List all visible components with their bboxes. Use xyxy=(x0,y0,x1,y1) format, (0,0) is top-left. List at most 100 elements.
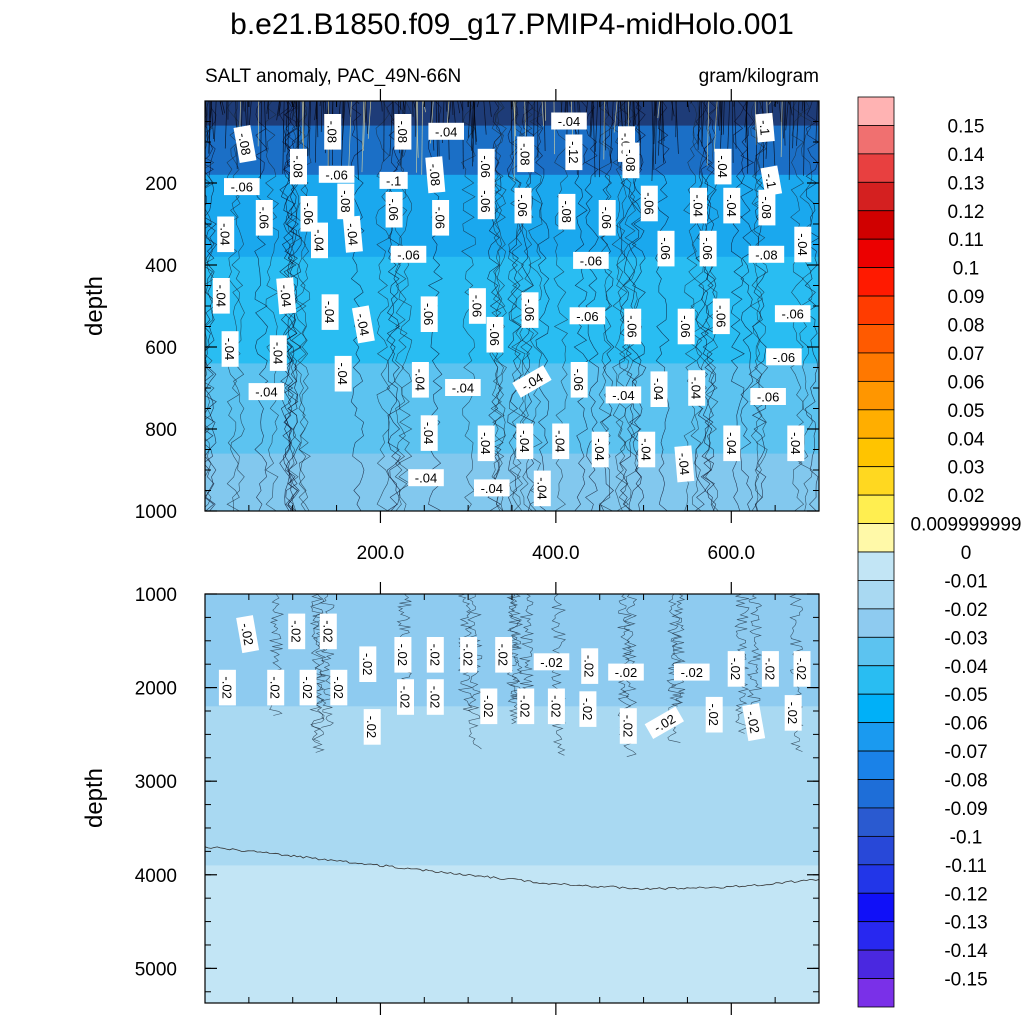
contour-label-box xyxy=(420,296,438,333)
contour-line xyxy=(746,594,763,713)
contour-line xyxy=(671,101,675,117)
contour-label: -.06 xyxy=(390,245,427,263)
contour-line xyxy=(655,101,657,164)
contour-label-box xyxy=(212,277,230,314)
contour-line xyxy=(748,101,763,511)
contour-label-text: -.08 xyxy=(395,121,410,143)
contour-label-text: -.06 xyxy=(469,295,484,317)
contour-line xyxy=(653,101,657,145)
colorbar-label: 0.03 xyxy=(948,458,985,479)
contour-line xyxy=(543,101,546,152)
contour-label-box xyxy=(248,383,285,401)
contour-label-box xyxy=(784,695,802,731)
contour-label: -.02 xyxy=(397,679,414,715)
contour-label: -.06 xyxy=(677,308,695,345)
contour-label: -.02 xyxy=(581,648,599,684)
contour-label-text: -.08 xyxy=(426,163,443,187)
y-tick-label: 5000 xyxy=(135,959,177,980)
contour-line xyxy=(613,101,618,133)
contour-label-text: -.02 xyxy=(615,665,637,680)
contour-line xyxy=(421,101,423,175)
contour-label-text: -.08 xyxy=(759,196,774,218)
contour-label: -.02 xyxy=(784,695,802,731)
contour-label-text: -.06 xyxy=(301,203,316,225)
contour-label-box xyxy=(622,142,640,179)
contour-label-text: -.06 xyxy=(325,167,347,182)
contour-label-box xyxy=(432,200,450,236)
contour-line xyxy=(638,101,642,168)
contour-line xyxy=(381,101,383,112)
contour-line xyxy=(615,101,630,511)
contour-label: -.04 xyxy=(638,431,656,468)
colorbar-box xyxy=(857,466,895,496)
contour-label-text: -.04 xyxy=(689,377,704,399)
contour-label: -.08 xyxy=(394,114,412,150)
contour-label-text: -.06 xyxy=(713,305,728,327)
colorbar: 0.15 0.14 0.13 0.12 0.11 0.1 0.09 0.08 0.07 0.06 0… xyxy=(857,96,1021,1008)
contour-label-box xyxy=(318,165,355,183)
contour-label-box xyxy=(385,191,403,228)
contour-label-text: -.04 xyxy=(452,381,474,396)
contour-label-box xyxy=(477,425,495,462)
contour-label-box xyxy=(774,305,811,323)
colorbar-box xyxy=(857,437,895,468)
x-tick-label: 400.0 xyxy=(532,543,580,564)
chart-title: b.e21.B1850.f09_g17.PMIP4-midHolo.001 xyxy=(230,8,794,41)
contour-label-text: -.04 xyxy=(795,233,810,255)
contour-label-text: -.06 xyxy=(515,194,530,216)
colorbar-label: 0.14 xyxy=(948,145,985,166)
colorbar-box xyxy=(857,864,895,894)
contour-line xyxy=(654,101,656,116)
contour-label-box xyxy=(477,183,495,220)
contour-label-text: -.04 xyxy=(788,432,803,454)
contour-label-text: -.02 xyxy=(289,620,304,642)
contour-label-text: -.06 xyxy=(757,390,779,405)
contour-line xyxy=(457,101,461,114)
contour-line xyxy=(734,101,737,149)
contour-label: -.08 xyxy=(337,183,355,220)
contour-line xyxy=(722,101,725,135)
colorbar-box xyxy=(857,750,895,780)
contour-label-box xyxy=(217,216,235,253)
contour-line xyxy=(347,101,351,117)
contour-line xyxy=(755,101,758,177)
subtitle-right: gram/kilogram xyxy=(699,66,819,87)
contour-label-text: -.04 xyxy=(255,385,277,400)
contour-label-box xyxy=(445,379,481,396)
contour-line xyxy=(469,101,474,162)
contour-line xyxy=(507,101,522,511)
contour-label: -.06 xyxy=(477,183,495,220)
colorbar-label: 0.06 xyxy=(948,372,985,393)
colorbar-box xyxy=(857,352,895,382)
contour-line xyxy=(803,101,806,114)
contour-band xyxy=(205,865,819,1003)
contour-line xyxy=(637,101,640,140)
contour-label: -.06 xyxy=(598,200,616,236)
contour-label: -.04 xyxy=(212,277,230,314)
contour-label-box xyxy=(521,292,539,328)
contour-label: -.04 xyxy=(714,148,732,185)
contour-label-text: -.04 xyxy=(435,124,457,139)
colorbar-box xyxy=(857,779,895,809)
contour-label-box xyxy=(390,245,427,263)
contour-line xyxy=(658,101,662,156)
contour-line xyxy=(628,101,632,118)
contour-label-box xyxy=(699,230,717,267)
y-tick-label: 1000 xyxy=(135,502,177,523)
contour-label: -.02 xyxy=(236,615,260,654)
contour-label-text: -.02 xyxy=(728,658,743,680)
y-tick-label: 600 xyxy=(145,338,177,359)
contour-line xyxy=(600,101,615,511)
contour-label-text: -.1 xyxy=(756,119,772,135)
contour-line xyxy=(697,101,701,151)
contour-label: -.06 xyxy=(521,292,539,328)
contour-label: -.02 xyxy=(218,669,236,706)
contour-label: -.06 xyxy=(774,305,811,323)
contour-label: -.02 xyxy=(761,651,779,687)
upper-panel: -.08 -.08 -.08 -.04 -.04 -.06 -.1 -.08 -.06 -.1 -.… xyxy=(81,89,820,523)
contour-line xyxy=(541,101,544,127)
contour-label-box xyxy=(363,709,381,745)
colorbar-label: 0.11 xyxy=(948,230,984,251)
contour-label-text: -.06 xyxy=(773,350,795,365)
colorbar-box xyxy=(857,409,895,439)
